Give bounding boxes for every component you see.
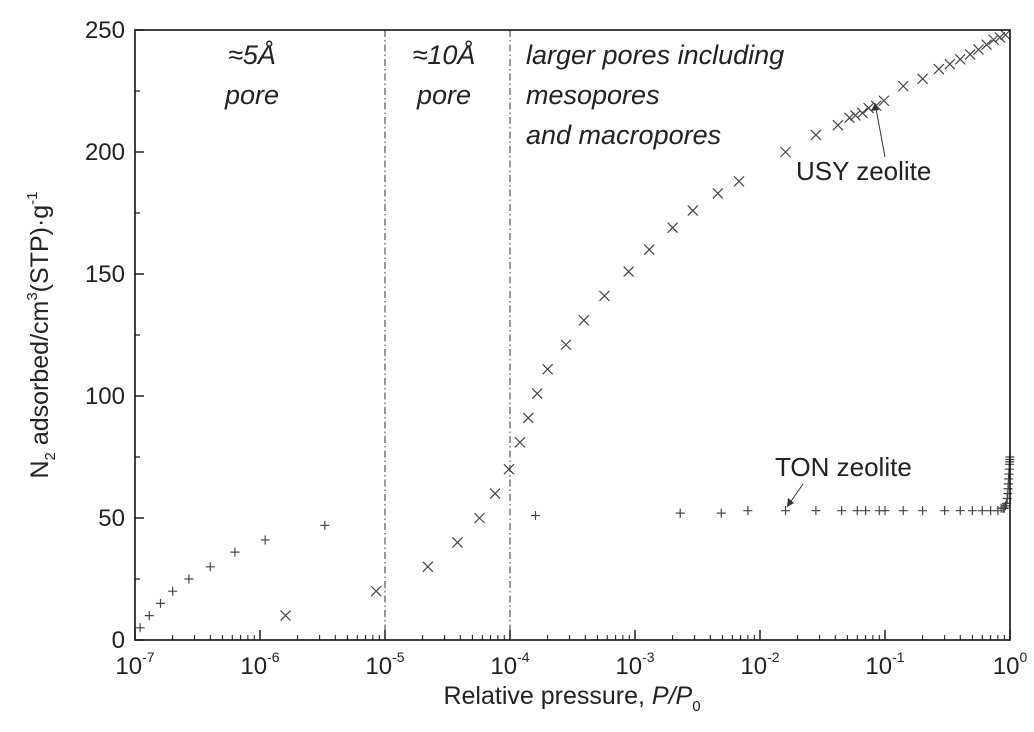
ton-data-point [837,506,846,515]
usy-data-point [918,74,928,84]
ton-data-point [145,611,154,620]
ton-data-point [956,506,965,515]
ton-data-point [968,506,977,515]
usy-data-point [811,130,821,140]
axis-ticks: 0 50 100 150 200 250 10-7 10-6 10-5 10-4 10-3 10-2 1… [85,17,1028,680]
x-tick-label: 10-3 [615,649,654,680]
ton-data-point [811,506,820,515]
y-tick-label: 50 [98,505,125,532]
usy-data-point [504,464,514,474]
ton-data-point [861,506,870,515]
region-label: pore [416,80,471,110]
usy-data-point [532,389,542,399]
region-label: ≈10Å [413,39,476,70]
ton-data-point [717,509,726,518]
usy-data-point [490,489,500,499]
ton-data-point [918,506,927,515]
usy-data-point [688,206,698,216]
y-tick-label: 200 [85,139,125,166]
pore-regions [385,30,510,640]
ton-data-point [261,535,270,544]
usy-data-point [371,586,381,596]
x-tick-label: 10-1 [865,649,904,680]
ton-leader-arrowhead [787,498,794,507]
usy-data-point [579,315,589,325]
x-tick-label: 10-2 [740,649,779,680]
usy-data-point [515,437,525,447]
ton-data-point [230,548,239,557]
usy-data-point [955,54,965,64]
usy-data-point [713,188,723,198]
ton-data-point [184,575,193,584]
usy-data-point [561,340,571,350]
ton-data-point [676,509,685,518]
ton-data-point [743,506,752,515]
ton-data-point [853,506,862,515]
ton-data-point [168,587,177,596]
usy-data-point [474,513,484,523]
y-tick-label: 150 [85,261,125,288]
y-tick-label: 250 [85,17,125,44]
region-label: ≈5Å [228,39,276,70]
ton-data-point [136,623,145,632]
x-tick-label: 100 [993,649,1028,680]
usy-data-point [833,120,843,130]
usy-data-point [898,81,908,91]
usy-data-point [452,537,462,547]
region-label: pore [224,80,279,110]
y-tick-label: 100 [85,383,125,410]
usy-data-point [734,176,744,186]
ton-data-point [206,562,215,571]
ton-data-point [531,511,540,520]
region-label: larger pores including [526,40,784,70]
usy-data-point [934,64,944,74]
usy-leader-line [875,103,885,157]
y-tick-label: 0 [112,627,125,654]
usy-data-point [523,413,533,423]
ton-data-point [320,521,329,530]
usy-data-point [945,59,955,69]
region-label: and macropores [526,120,721,150]
x-tick-label: 10-4 [490,649,529,680]
usy-data-point [599,291,609,301]
labels: ≈5Å pore ≈10Å pore larger pores including mes… [24,39,931,715]
usy-data-point [781,147,791,157]
ton-zeolite-label: TON zeolite [775,452,912,482]
usy-data-point [864,103,874,113]
usy-zeolite-label: USY zeolite [796,156,931,186]
x-axis-label: Relative pressure, P/P0 [443,682,700,715]
x-tick-label: 10-6 [240,649,279,680]
usy-data-point [668,223,678,233]
ton-data-point [940,506,949,515]
ton-data-point [899,506,908,515]
x-tick-label: 10-5 [365,649,404,680]
x-tick-label: 10-7 [115,649,154,680]
usy-data-point [281,611,291,621]
usy-data-point [543,364,553,374]
usy-data-point [624,267,634,277]
ton-data-point [1001,501,1010,510]
usy-data-point [423,562,433,572]
usy-data-point [857,108,867,118]
ton-data-point [781,506,790,515]
y-axis-label: N2 adsorbed/cm3(STP)·g-1 [24,191,59,478]
ton-data-point [978,506,987,515]
ton-data-point [881,506,890,515]
usy-data-point [644,245,654,255]
region-label: mesopores [526,80,660,110]
ton-data-point [156,599,165,608]
